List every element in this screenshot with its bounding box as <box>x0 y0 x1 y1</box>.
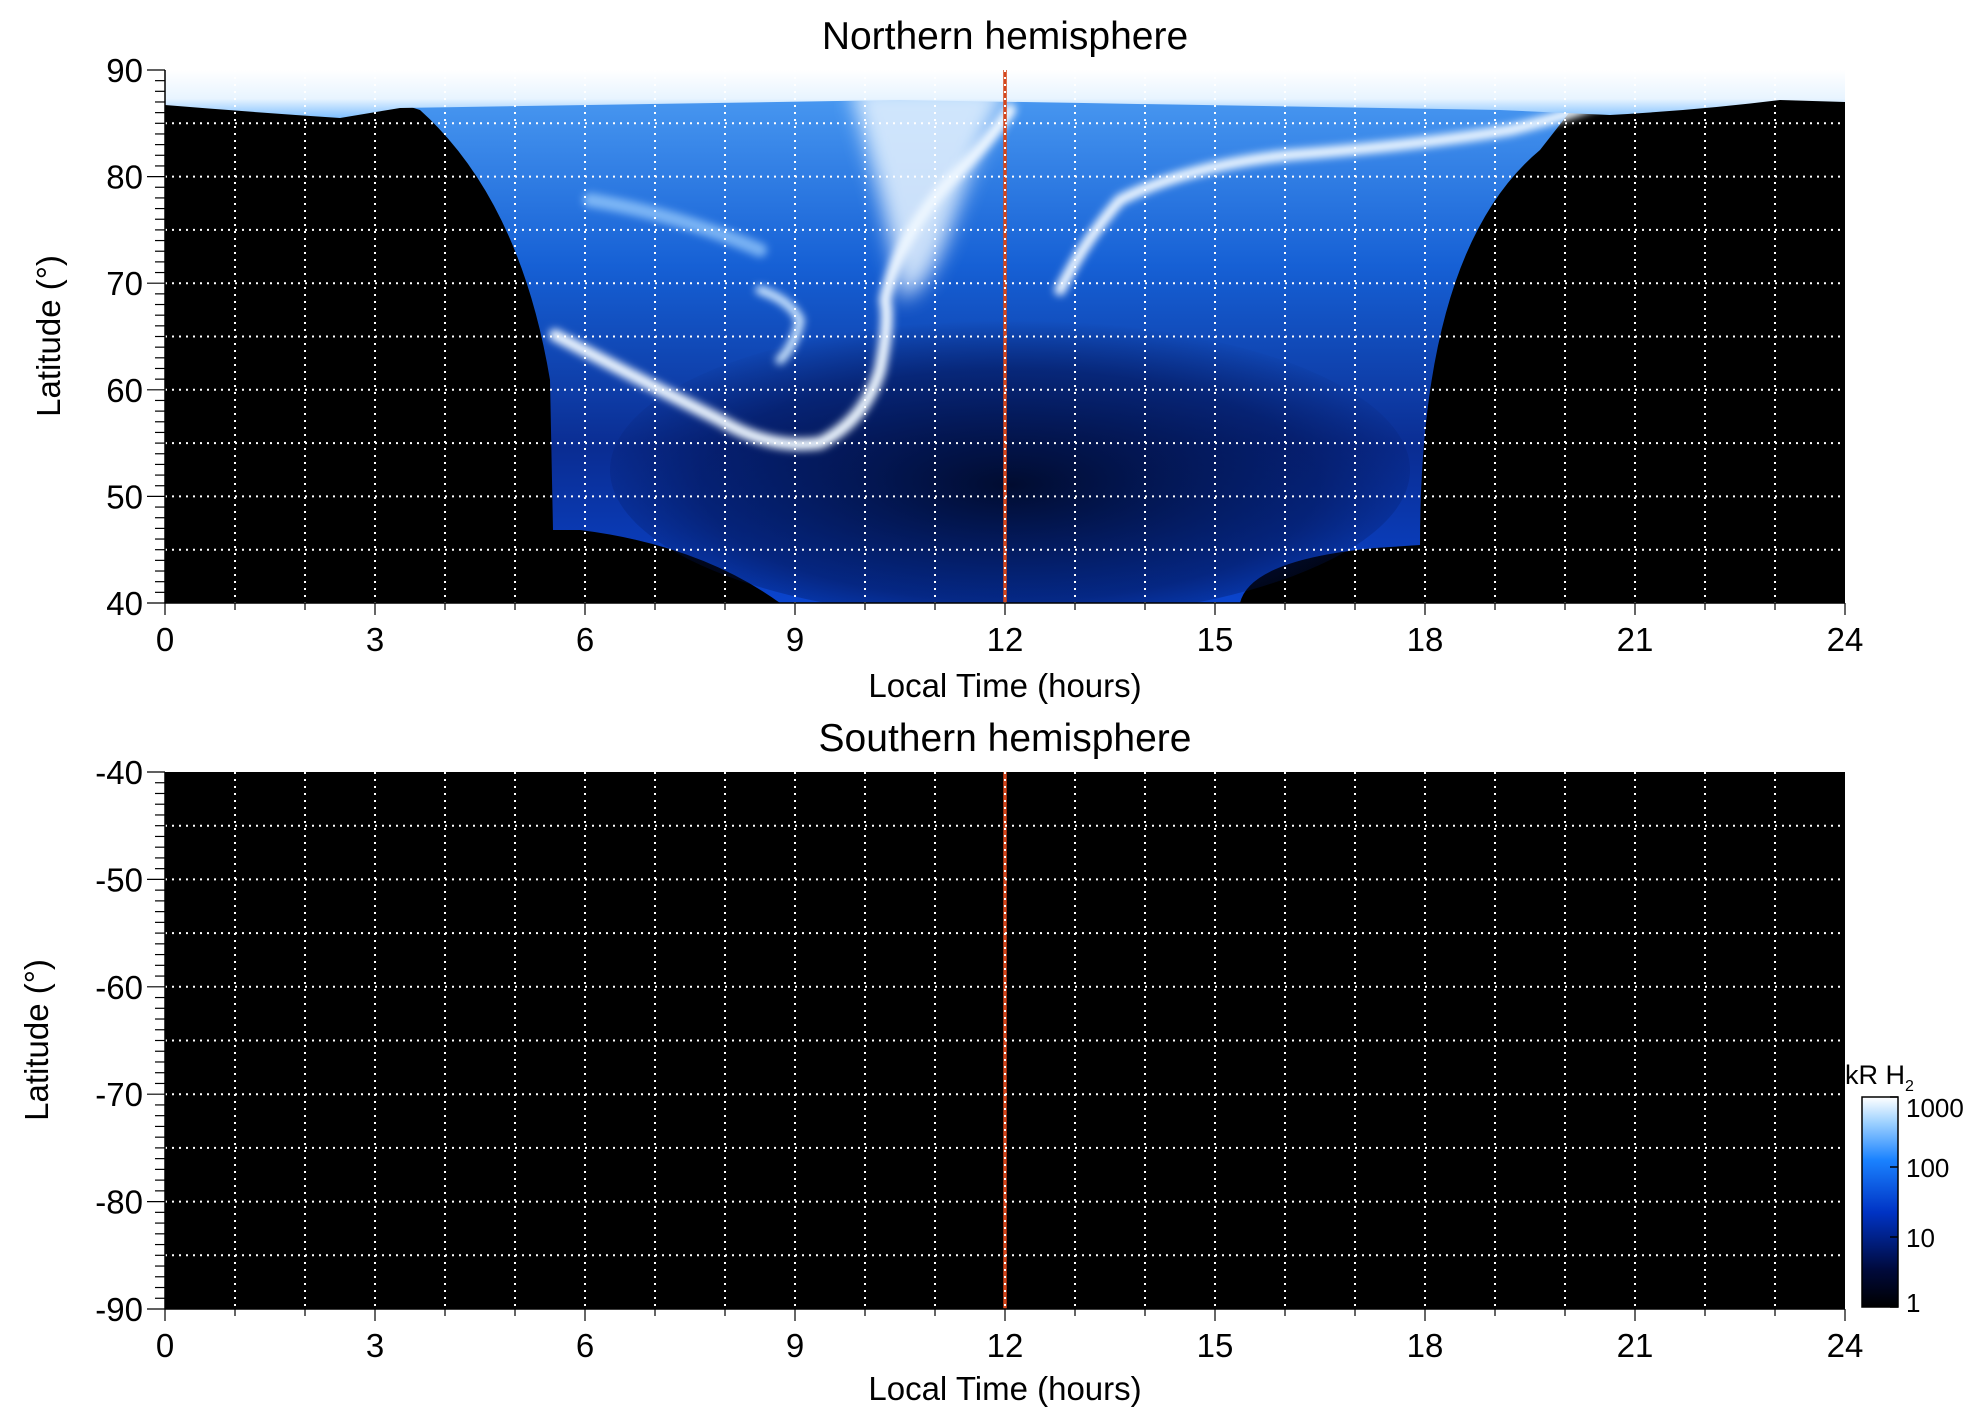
x-tick-label: 6 <box>576 1327 594 1364</box>
south-ylabel: Latitude (°) <box>18 959 55 1121</box>
colorbar-tick-label: 1 <box>1906 1288 1920 1318</box>
cusp-streak <box>850 86 1010 300</box>
x-tick-label: 0 <box>156 621 174 658</box>
north-ylabel: Latitude (°) <box>30 255 67 417</box>
y-tick-label: 90 <box>106 52 143 89</box>
colorbar-label-subscript: 2 <box>1905 1078 1914 1095</box>
north-x-ticks: 0 3 6 9 12 15 18 21 24 <box>156 602 1864 658</box>
x-tick-label: 24 <box>1827 1327 1864 1364</box>
north-y-ticks: 40 50 60 70 80 90 <box>106 52 166 622</box>
colorbar-tick-label: 10 <box>1906 1223 1935 1253</box>
x-tick-label: 0 <box>156 1327 174 1364</box>
y-tick-label: -90 <box>95 1291 143 1328</box>
north-grid <box>165 70 1845 603</box>
colorbar-tick-label: 1000 <box>1906 1093 1964 1123</box>
x-tick-label: 18 <box>1407 1327 1444 1364</box>
x-tick-label: 3 <box>366 621 384 658</box>
arc-inner-loop <box>755 285 805 365</box>
south-y-ticks: -40 -50 -60 -70 -80 -90 <box>95 754 166 1328</box>
x-tick-label: 12 <box>987 1327 1024 1364</box>
southern-hemisphere-panel: Southern hemisphere -40 -50 -60 -70 -80 -90 0… <box>18 717 1863 1407</box>
x-tick-label: 21 <box>1617 621 1654 658</box>
colorbar-tick-label: 100 <box>1906 1153 1949 1183</box>
y-tick-label: -80 <box>95 1184 143 1221</box>
arc-dawn <box>549 104 1016 451</box>
south-x-ticks: 0 3 6 9 12 15 18 21 24 <box>156 1308 1864 1364</box>
arc-dusk <box>1054 96 1606 296</box>
colorbar-label-main: kR H <box>1845 1060 1905 1090</box>
x-tick-label: 9 <box>786 621 804 658</box>
x-tick-label: 9 <box>786 1327 804 1364</box>
colorbar: kR H2 1 10 100 1000 <box>1845 1060 1964 1318</box>
x-tick-label: 3 <box>366 1327 384 1364</box>
y-tick-label: 50 <box>106 478 143 515</box>
colorbar-gradient <box>1861 1096 1899 1308</box>
low-emission-zone <box>610 320 1410 603</box>
auroral-arcs <box>549 96 1606 451</box>
x-tick-label: 6 <box>576 621 594 658</box>
x-tick-label: 15 <box>1197 621 1234 658</box>
x-tick-label: 21 <box>1617 1327 1654 1364</box>
y-tick-label: 60 <box>106 372 143 409</box>
x-tick-label: 15 <box>1197 1327 1234 1364</box>
arc-dawn-outer <box>583 193 767 257</box>
y-tick-label: -40 <box>95 754 143 791</box>
y-tick-label: 70 <box>106 265 143 302</box>
colorbar-label: kR H2 <box>1845 1060 1914 1095</box>
colorbar-ticks: 1 10 100 1000 <box>1890 1093 1964 1318</box>
north-title: Northern hemisphere <box>822 15 1188 58</box>
northern-hemisphere-panel: Northern hemisphere 40 50 60 70 80 90 0 3 6 9 12 1… <box>30 15 1863 704</box>
north-xlabel: Local Time (hours) <box>868 667 1141 704</box>
y-tick-label: -50 <box>95 861 143 898</box>
south-grid <box>165 772 1845 1309</box>
x-tick-label: 24 <box>1827 621 1864 658</box>
x-tick-label: 18 <box>1407 621 1444 658</box>
y-tick-label: -60 <box>95 969 143 1006</box>
y-tick-label: 40 <box>106 585 143 622</box>
south-xlabel: Local Time (hours) <box>868 1370 1141 1407</box>
south-title: Southern hemisphere <box>819 717 1192 760</box>
y-tick-label: 80 <box>106 159 143 196</box>
x-tick-label: 12 <box>987 621 1024 658</box>
y-tick-label: -70 <box>95 1076 143 1113</box>
